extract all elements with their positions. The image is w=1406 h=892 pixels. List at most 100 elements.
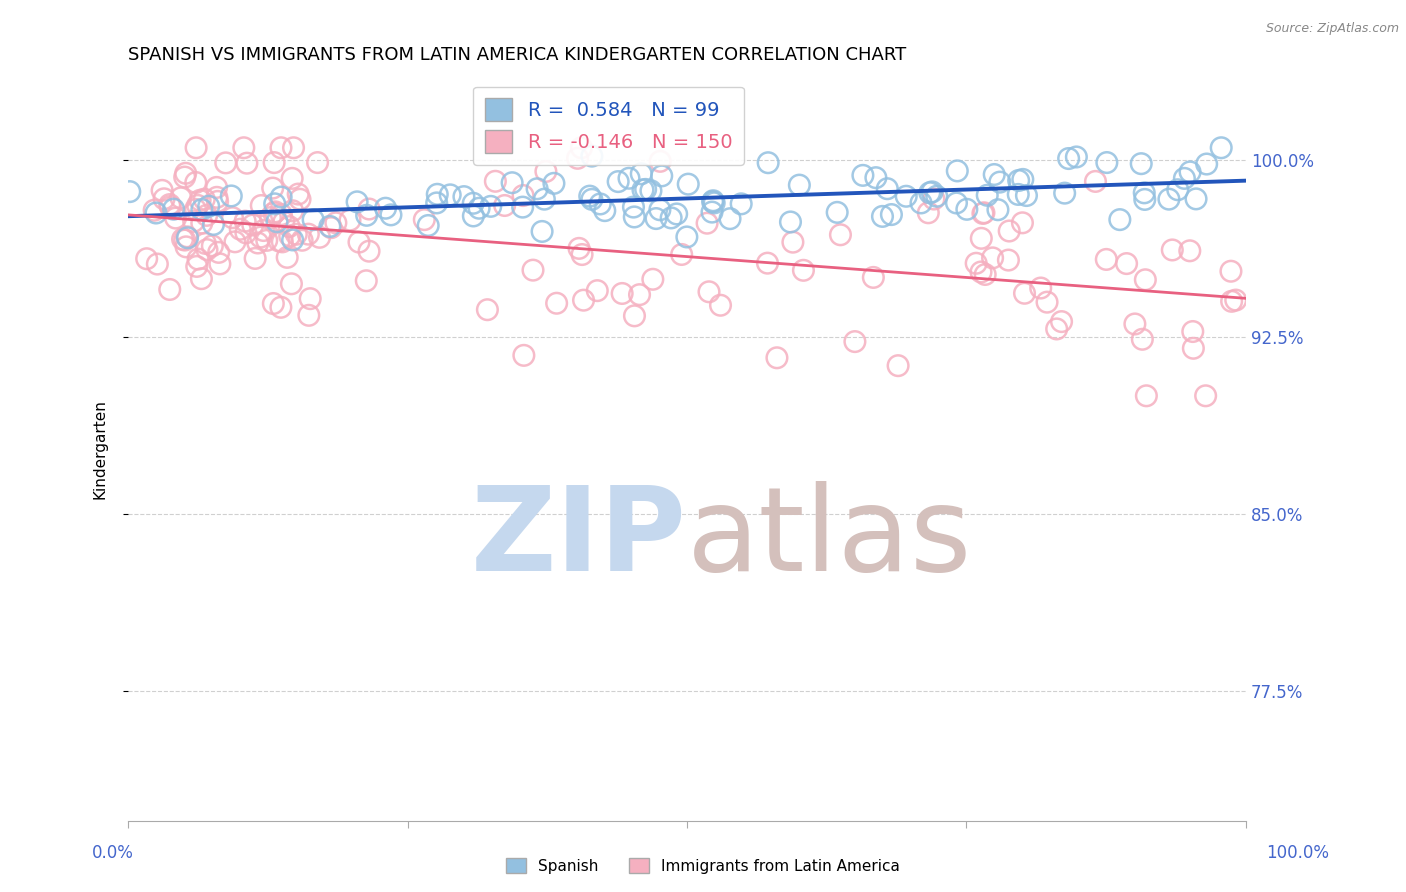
Point: [1135, 389, 1157, 403]
Point: [1115, 256, 1137, 270]
Point: [917, 206, 939, 220]
Point: [1108, 212, 1130, 227]
Point: [896, 189, 918, 203]
Point: [1185, 192, 1208, 206]
Point: [641, 272, 664, 286]
Point: [512, 200, 534, 214]
Point: [1066, 150, 1088, 164]
Point: [494, 198, 516, 212]
Point: [176, 231, 198, 245]
Point: [983, 168, 1005, 182]
Point: [568, 241, 591, 255]
Point: [1133, 186, 1156, 200]
Point: [233, 214, 256, 228]
Point: [273, 215, 295, 229]
Point: [1036, 295, 1059, 310]
Point: [988, 175, 1011, 189]
Point: [299, 292, 322, 306]
Point: [439, 187, 461, 202]
Point: [782, 235, 804, 249]
Point: [987, 202, 1010, 217]
Point: [162, 202, 184, 217]
Point: [319, 219, 342, 234]
Point: [578, 189, 600, 203]
Point: [187, 252, 209, 266]
Point: [159, 283, 181, 297]
Point: [1211, 141, 1233, 155]
Point: [702, 194, 724, 208]
Point: [1161, 243, 1184, 257]
Point: [634, 182, 657, 196]
Point: [208, 245, 231, 260]
Point: [976, 188, 998, 202]
Point: [359, 202, 381, 216]
Point: [522, 263, 544, 277]
Point: [208, 257, 231, 271]
Y-axis label: Kindergarten: Kindergarten: [93, 399, 107, 499]
Point: [319, 220, 342, 235]
Point: [1133, 193, 1156, 207]
Point: [607, 175, 630, 189]
Point: [628, 287, 651, 301]
Point: [143, 203, 166, 218]
Text: ZIP: ZIP: [471, 481, 688, 596]
Point: [678, 177, 700, 191]
Point: [270, 141, 292, 155]
Point: [623, 309, 645, 323]
Point: [572, 293, 595, 308]
Point: [374, 201, 396, 215]
Point: [1123, 317, 1146, 331]
Point: [264, 205, 287, 219]
Point: [543, 177, 565, 191]
Point: [145, 206, 167, 220]
Point: [970, 231, 993, 245]
Point: [243, 252, 266, 266]
Point: [1225, 293, 1247, 307]
Point: [792, 263, 814, 277]
Point: [270, 208, 292, 222]
Point: [696, 216, 718, 230]
Point: [297, 227, 319, 242]
Text: atlas: atlas: [688, 481, 973, 596]
Point: [263, 206, 285, 220]
Point: [925, 189, 948, 203]
Point: [173, 233, 195, 247]
Point: [278, 219, 301, 234]
Point: [825, 205, 848, 219]
Point: [1135, 273, 1157, 287]
Point: [302, 212, 325, 227]
Point: [513, 348, 536, 362]
Point: [278, 228, 301, 243]
Point: [250, 198, 273, 212]
Point: [676, 230, 699, 244]
Point: [356, 208, 378, 222]
Point: [586, 284, 609, 298]
Point: [174, 240, 197, 254]
Point: [194, 236, 217, 251]
Point: [266, 215, 288, 229]
Point: [862, 270, 884, 285]
Point: [702, 194, 724, 209]
Point: [1167, 183, 1189, 197]
Point: [945, 196, 967, 211]
Point: [512, 188, 534, 202]
Point: [187, 198, 209, 212]
Point: [221, 211, 243, 225]
Point: [357, 244, 380, 259]
Point: [534, 164, 557, 178]
Point: [298, 309, 321, 323]
Point: [191, 202, 214, 217]
Point: [651, 169, 673, 183]
Point: [709, 298, 731, 312]
Point: [339, 213, 361, 227]
Text: 100.0%: 100.0%: [1265, 844, 1329, 862]
Point: [1181, 325, 1204, 339]
Point: [205, 190, 228, 204]
Point: [779, 215, 801, 229]
Point: [581, 149, 603, 163]
Point: [1173, 171, 1195, 186]
Point: [581, 192, 603, 206]
Point: [118, 185, 141, 199]
Point: [756, 155, 779, 169]
Point: [789, 178, 811, 193]
